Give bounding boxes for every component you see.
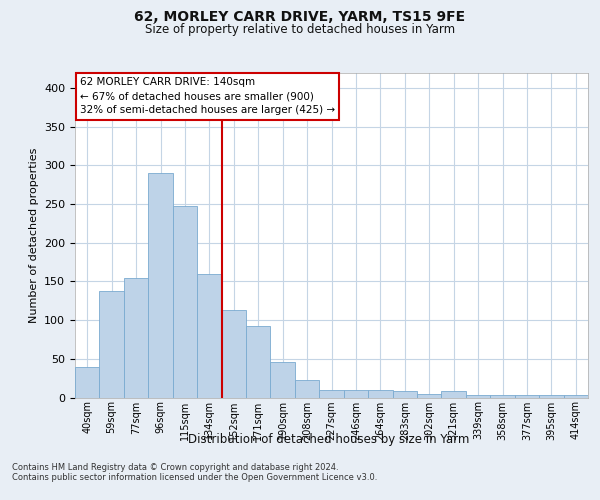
Bar [515,395,539,398]
Text: Contains public sector information licensed under the Open Government Licence v3: Contains public sector information licen… [12,472,377,482]
Text: 62, MORLEY CARR DRIVE, YARM, TS15 9FE: 62, MORLEY CARR DRIVE, YARM, TS15 9FE [134,10,466,24]
Bar [148,173,173,398]
Bar [539,395,563,398]
Bar [344,390,368,398]
Bar [319,390,344,398]
Bar [295,380,319,398]
Bar [368,390,392,398]
Y-axis label: Number of detached properties: Number of detached properties [29,148,38,322]
Bar [221,310,246,398]
Bar [563,395,588,398]
Text: 62 MORLEY CARR DRIVE: 140sqm
← 67% of detached houses are smaller (900)
32% of s: 62 MORLEY CARR DRIVE: 140sqm ← 67% of de… [80,78,335,116]
Bar [246,326,271,398]
Bar [271,362,295,398]
Bar [417,394,442,398]
Bar [124,278,148,398]
Bar [442,392,466,398]
Bar [490,395,515,398]
Text: Contains HM Land Registry data © Crown copyright and database right 2024.: Contains HM Land Registry data © Crown c… [12,462,338,471]
Text: Size of property relative to detached houses in Yarm: Size of property relative to detached ho… [145,22,455,36]
Bar [197,274,221,398]
Bar [392,392,417,398]
Text: Distribution of detached houses by size in Yarm: Distribution of detached houses by size … [188,432,469,446]
Bar [466,395,490,398]
Bar [173,206,197,398]
Bar [100,290,124,398]
Bar [75,366,100,398]
